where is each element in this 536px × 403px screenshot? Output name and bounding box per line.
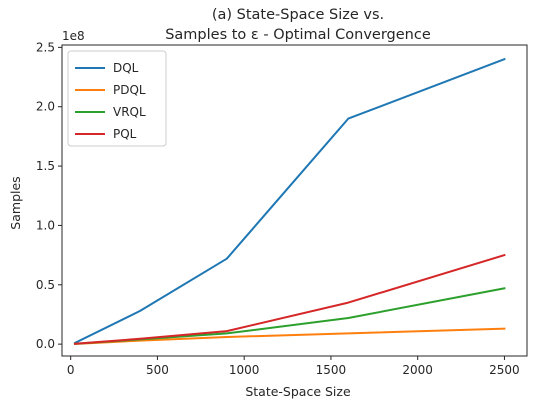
series-line-pql bbox=[73, 253, 506, 345]
legend-label-vrql: VRQL bbox=[113, 105, 146, 119]
chart-title-line-1: (a) State-Space Size vs. bbox=[212, 7, 384, 23]
y-tick-label: 2.5 bbox=[36, 40, 55, 54]
x-tick-label: 2000 bbox=[402, 363, 433, 377]
x-tick-label: 2500 bbox=[489, 363, 520, 377]
y-tick-label: 0.0 bbox=[36, 337, 55, 351]
x-axis-label: State-Space Size bbox=[245, 384, 351, 399]
x-tick-label: 1500 bbox=[316, 363, 347, 377]
y-tick-label: 0.5 bbox=[36, 278, 55, 292]
legend-label-dql: DQL bbox=[113, 61, 139, 75]
y-tick-label: 2.0 bbox=[36, 100, 55, 114]
y-axis-label: Samples bbox=[8, 176, 23, 229]
y-tick-label: 1.0 bbox=[36, 218, 55, 232]
x-tick-label: 0 bbox=[67, 363, 75, 377]
legend-label-pdql: PDQL bbox=[113, 83, 146, 97]
legend: DQL PDQL VRQL PQL bbox=[67, 50, 167, 147]
series-line-dql bbox=[73, 57, 506, 345]
legend-box bbox=[67, 50, 167, 147]
series-line-pdql bbox=[73, 327, 506, 345]
chart-title-line-2: Samples to ε - Optimal Convergence bbox=[165, 27, 431, 43]
legend-label-pql: PQL bbox=[113, 127, 137, 141]
x-tick-label: 1000 bbox=[229, 363, 260, 377]
y-tick-label: 1.5 bbox=[36, 159, 55, 173]
y-offset-label: 1e8 bbox=[62, 29, 85, 43]
plot-area-frame bbox=[61, 44, 528, 357]
y-axis: 0.0 0.5 1.0 1.5 2.0 2.5 bbox=[36, 40, 62, 351]
series-layer bbox=[73, 57, 506, 345]
x-axis: 0 500 1000 1500 2000 2500 bbox=[67, 356, 520, 377]
x-tick-label: 500 bbox=[146, 363, 169, 377]
